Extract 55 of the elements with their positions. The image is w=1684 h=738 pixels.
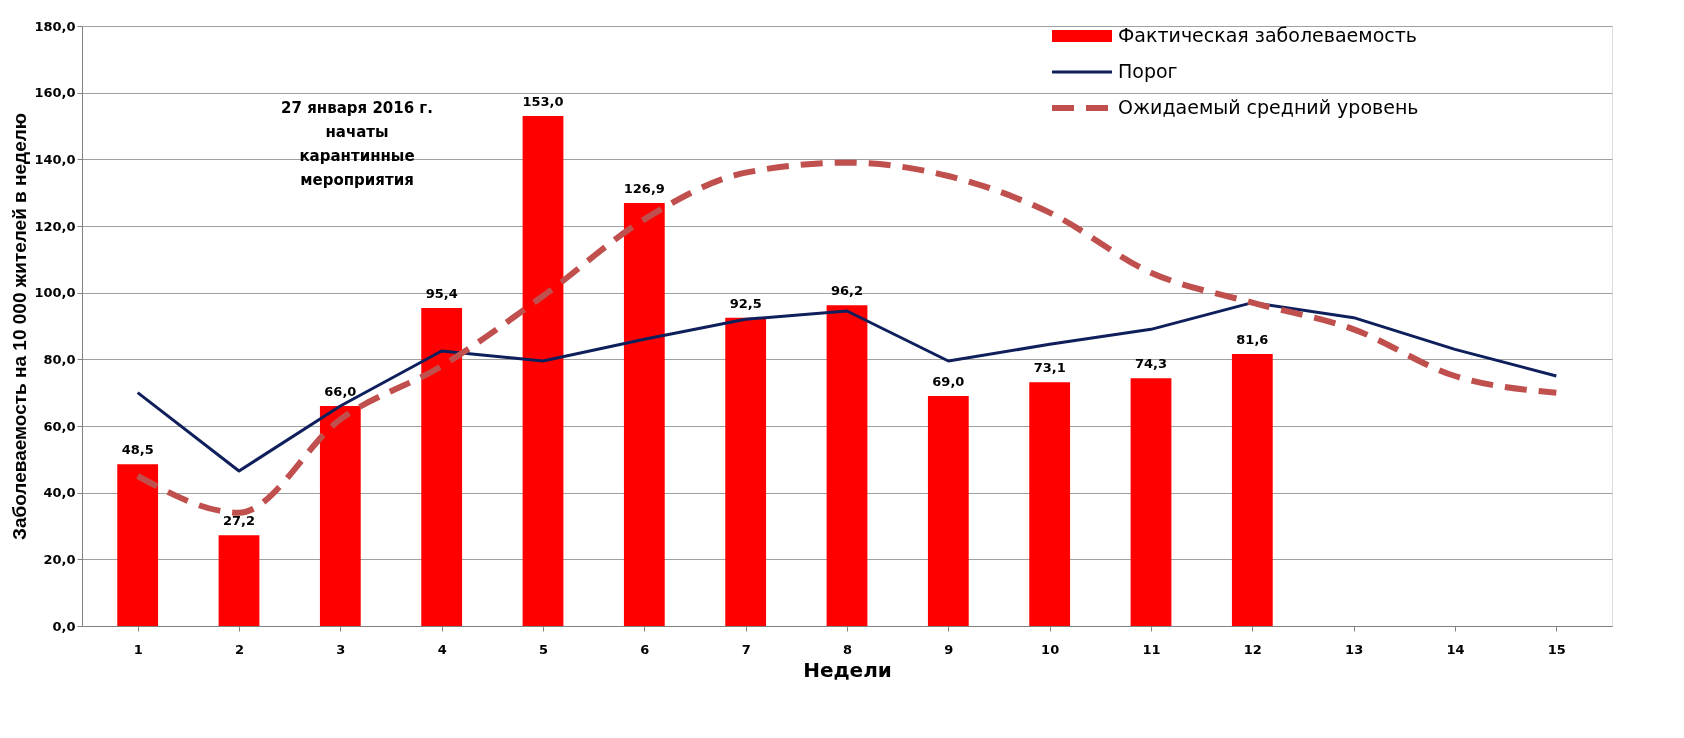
bar [319,406,361,626]
y-tick-label: 100,0 [34,285,76,301]
y-tick-label: 160,0 [34,85,76,101]
x-tick-label: 11 [1142,641,1161,657]
x-axis-title: Недели [803,657,892,682]
x-tick-label: 4 [437,641,447,657]
x-tick-label: 8 [842,641,853,657]
y-tick-label: 120,0 [34,218,76,234]
annotation: 27 января 2016 г. начаты карантинные мероприятия [281,99,433,189]
bar [1231,354,1273,626]
legend-label: Фактическая заболеваемость [1118,24,1417,46]
data-label: 27,2 [222,513,256,529]
bar [522,116,564,626]
y-tick-label: 80,0 [43,351,76,367]
bar [826,305,868,626]
data-label: 81,6 [1236,332,1269,347]
data-label: 153,0 [522,94,564,109]
bar [1130,378,1172,626]
bar [927,396,969,626]
y-tick-label: 60,0 [43,418,76,434]
y-tick-label: 140,0 [34,151,76,167]
data-label: 69,0 [932,374,965,389]
legend-label: Порог [1118,60,1178,82]
data-label: 96,2 [830,283,864,299]
x-tick-label: 15 [1547,641,1566,657]
x-tick-label: 2 [234,641,245,657]
x-tick-label: 9 [944,641,954,657]
y-tick-label: 40,0 [43,485,76,501]
x-tick-label: 1 [133,641,143,657]
y-tick-label: 0,0 [52,618,76,634]
x-tick-label: 5 [538,641,549,657]
x-tick-label: 6 [640,641,650,657]
bar [421,308,463,626]
x-tick-label: 13 [1345,641,1364,657]
bar [1029,382,1071,626]
x-tick-label: 14 [1446,641,1465,657]
y-axis-title: Заболеваемость на 10 000 жителей в неделю [9,112,31,541]
bar [725,317,767,626]
y-tick-label: 20,0 [43,551,76,567]
data-label: 92,5 [729,295,762,311]
x-tick-label: 7 [741,641,751,657]
x-tick-label: 10 [1041,641,1060,657]
x-tick-label: 12 [1243,641,1262,657]
y-tick-label: 180,0 [34,18,76,34]
bar [218,535,260,626]
legend-label: Ожидаемый средний уровень [1118,96,1419,118]
data-label: 126,9 [623,181,665,196]
bar [117,464,159,626]
x-tick-label: 3 [336,641,346,657]
data-label: 74,3 [1134,356,1168,372]
data-label: 66,0 [324,384,357,399]
data-label: 48,5 [121,442,154,458]
data-label: 73,1 [1033,360,1066,376]
bar [623,203,665,626]
data-label: 95,4 [425,286,458,301]
